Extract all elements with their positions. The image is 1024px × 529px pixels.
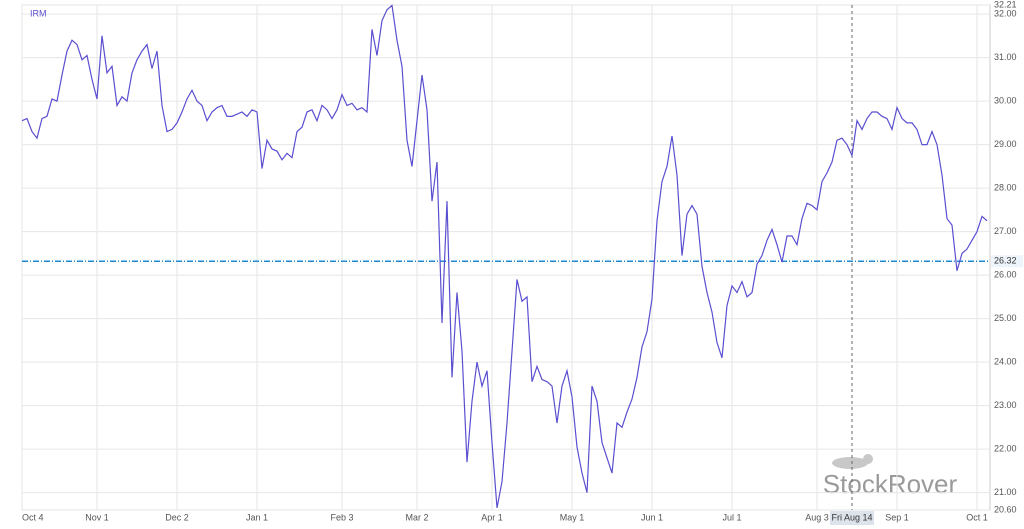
y-tick-label: 20.60 [994,504,1017,514]
y-tick-label: 22.00 [994,443,1017,453]
x-tick-label: Apr 1 [481,512,503,522]
plot-area [21,4,991,511]
x-tick-label: Oct 1 [966,512,988,522]
y-tick-label: 27.00 [994,226,1017,236]
y-tick-label: 32.00 [994,9,1017,19]
x-tick-label: Jun 1 [641,512,663,522]
x-tick-label: Dec 2 [165,512,189,522]
x-tick-label: Jan 1 [246,512,268,522]
watermark: StockRover [823,469,958,499]
x-tick-label: Mar 2 [405,512,428,522]
x-tick-label: Jul 1 [722,512,741,522]
legend-label: IRM [30,8,47,18]
x-tick-label: Feb 3 [330,512,353,522]
grid [21,4,990,511]
crosshair-label: Fri Aug 14 [831,512,872,522]
y-tick-label: 29.00 [994,139,1017,149]
x-tick-label: Nov 1 [85,512,109,522]
y-tick-label: 32.21 [994,0,1017,9]
watermark-logo [832,454,873,469]
reference-label-box [991,255,1023,268]
x-tick-label: May 1 [560,512,585,522]
reference-label: 26.32 [994,256,1017,266]
price-line [21,4,988,508]
x-tick-label: Aug 3 [805,512,829,522]
x-tick-label: Sep 1 [885,512,909,522]
y-tick-label: 21.00 [994,487,1017,497]
y-tick-label: 31.00 [994,52,1017,62]
x-tick-label: Oct 4 [22,512,44,522]
y-tick-label: 26.00 [994,269,1017,279]
y-tick-label: 24.00 [994,356,1017,366]
y-tick-label: 28.00 [994,182,1017,192]
y-tick-label: 25.00 [994,313,1017,323]
y-tick-label: 30.00 [994,96,1017,106]
y-tick-label: 23.00 [994,400,1017,410]
crosshair-label-box [830,511,874,525]
